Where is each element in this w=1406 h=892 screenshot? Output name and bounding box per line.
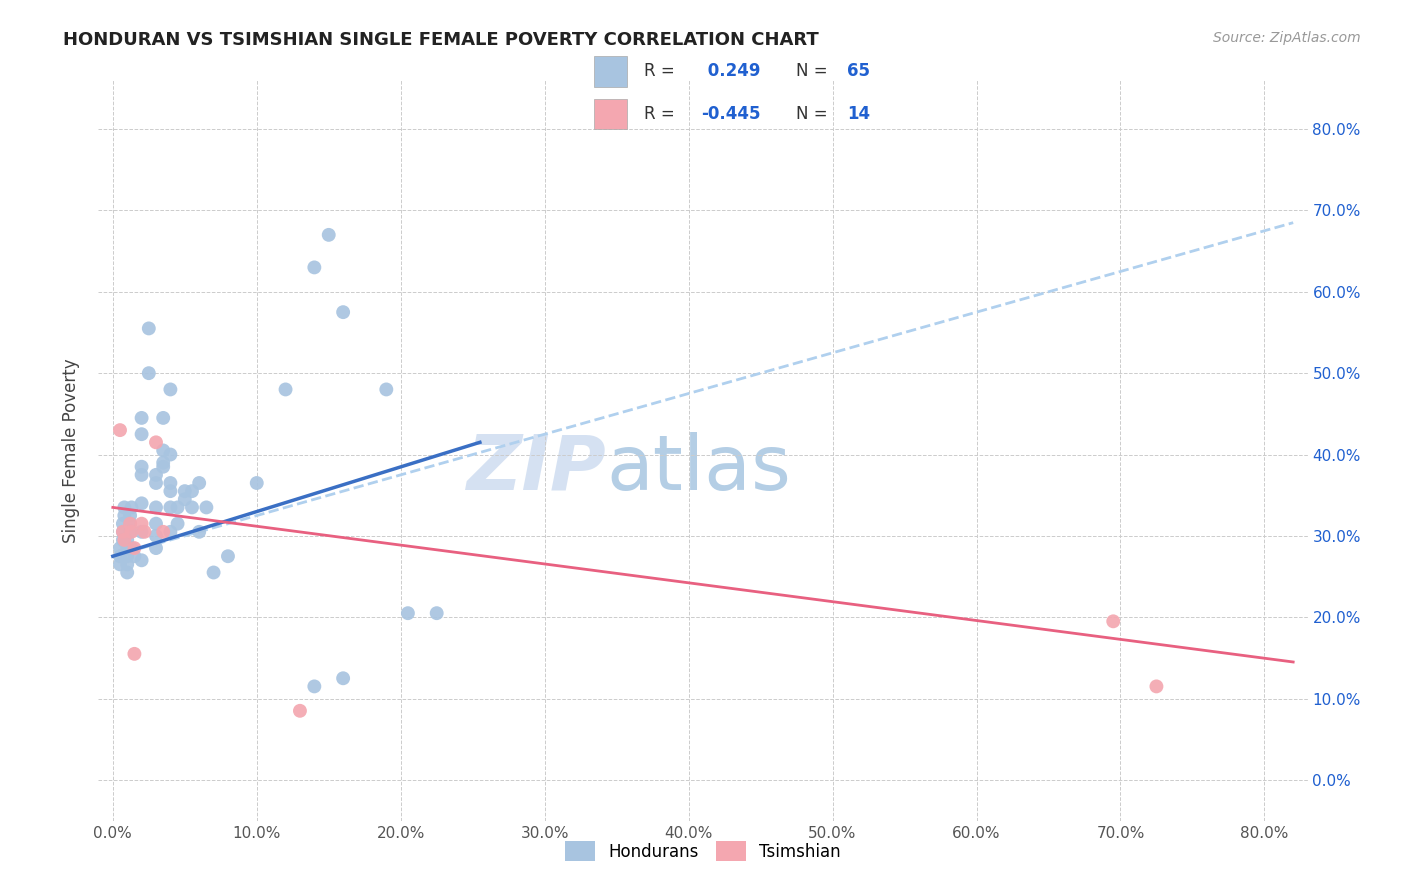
Point <box>131 553 153 567</box>
Point <box>145 467 167 482</box>
Point <box>188 524 211 539</box>
Point <box>152 443 174 458</box>
Point <box>121 541 143 555</box>
Point <box>145 516 167 531</box>
Point <box>108 549 131 564</box>
Point <box>108 423 131 437</box>
Point <box>120 508 142 523</box>
Point <box>304 260 326 275</box>
Point <box>115 566 138 580</box>
Y-axis label: Single Female Poverty: Single Female Poverty <box>62 359 80 542</box>
Point <box>111 524 134 539</box>
Point <box>166 516 188 531</box>
Point <box>111 524 134 539</box>
Point <box>112 508 135 523</box>
Point <box>145 435 167 450</box>
Point <box>112 500 135 515</box>
Point <box>173 492 195 507</box>
Text: -0.445: -0.445 <box>702 105 761 123</box>
Point <box>274 383 297 397</box>
Point <box>115 549 138 564</box>
Point <box>181 484 204 499</box>
Point <box>131 496 153 510</box>
Point <box>121 500 143 515</box>
Point <box>112 533 135 547</box>
Point <box>131 411 153 425</box>
Text: Source: ZipAtlas.com: Source: ZipAtlas.com <box>1213 31 1361 45</box>
Point <box>145 475 167 490</box>
Point <box>318 227 340 242</box>
Point <box>124 549 146 564</box>
Point <box>124 541 146 555</box>
Point <box>108 541 131 555</box>
Point <box>152 456 174 470</box>
Point <box>131 524 153 539</box>
Point <box>1102 615 1125 629</box>
Text: ZIP: ZIP <box>467 432 606 506</box>
Point <box>120 516 142 531</box>
Point <box>131 427 153 442</box>
Point <box>173 484 195 499</box>
Point <box>181 500 204 515</box>
Point <box>188 475 211 490</box>
Point <box>131 459 153 474</box>
Point <box>152 524 174 539</box>
Point <box>217 549 239 564</box>
Point <box>138 366 160 380</box>
Point <box>166 500 188 515</box>
Legend: Hondurans, Tsimshian: Hondurans, Tsimshian <box>558 834 848 868</box>
Bar <box>593 56 627 87</box>
Point <box>396 606 419 620</box>
Point <box>152 411 174 425</box>
Point <box>145 529 167 543</box>
Point <box>288 704 311 718</box>
Point <box>152 459 174 474</box>
Text: 14: 14 <box>846 105 870 123</box>
Point <box>120 524 142 539</box>
Point <box>159 448 181 462</box>
Text: R =: R = <box>644 105 681 123</box>
Point <box>120 516 142 531</box>
Point <box>115 533 138 547</box>
Text: N =: N = <box>796 62 832 80</box>
Point <box>159 383 181 397</box>
Point <box>1146 680 1168 694</box>
Point <box>375 383 398 397</box>
Text: 0.249: 0.249 <box>702 62 761 80</box>
Point <box>121 524 143 539</box>
Point <box>202 566 225 580</box>
Point <box>145 541 167 555</box>
Point <box>159 524 181 539</box>
Bar <box>593 99 627 129</box>
Point <box>304 680 326 694</box>
Point <box>115 541 138 555</box>
Point <box>332 305 354 319</box>
Point <box>111 533 134 547</box>
Text: 65: 65 <box>846 62 870 80</box>
Point <box>195 500 218 515</box>
Point <box>145 500 167 515</box>
Point <box>159 475 181 490</box>
Text: HONDURAN VS TSIMSHIAN SINGLE FEMALE POVERTY CORRELATION CHART: HONDURAN VS TSIMSHIAN SINGLE FEMALE POVE… <box>63 31 820 49</box>
Point <box>111 516 134 531</box>
Point <box>131 516 153 531</box>
Point <box>159 484 181 499</box>
Point <box>246 475 269 490</box>
Point <box>134 524 156 539</box>
Text: atlas: atlas <box>606 432 792 506</box>
Point <box>426 606 449 620</box>
Point <box>332 671 354 685</box>
Point <box>159 500 181 515</box>
Point <box>115 558 138 572</box>
Point <box>131 467 153 482</box>
Text: N =: N = <box>796 105 832 123</box>
Point <box>108 558 131 572</box>
Point <box>138 321 160 335</box>
Text: R =: R = <box>644 62 681 80</box>
Point <box>124 647 146 661</box>
